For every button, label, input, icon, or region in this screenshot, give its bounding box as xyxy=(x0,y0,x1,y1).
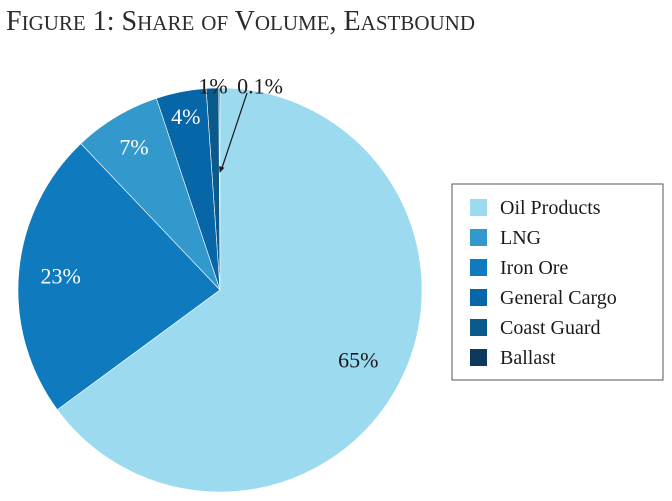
legend-swatch-iron-ore xyxy=(470,259,487,276)
slice-label-iron-ore: 23% xyxy=(40,263,80,288)
slice-labels: 65% 7% 23% 4% 1% 0.1% xyxy=(40,74,378,373)
legend-swatch-general-cargo xyxy=(470,289,487,306)
pie-slice-oil-products xyxy=(56,87,423,493)
legend-label-ballast: Ballast xyxy=(500,347,556,369)
legend-label-lng: LNG xyxy=(500,227,541,249)
legend-label-coast-guard: Coast Guard xyxy=(500,317,601,339)
leader-line-ballast xyxy=(221,92,248,170)
chart-title: FIGURE 1: SHARE OF VOLUME, EASTBOUND xyxy=(6,6,475,37)
pie-group xyxy=(17,87,423,493)
legend: Oil Products LNG Iron Ore General Cargo Coas… xyxy=(451,183,664,381)
slice-label-coast-guard: 1% xyxy=(198,74,227,99)
slice-label-ballast: 0.1% xyxy=(237,74,283,99)
leader-arrowhead-ballast xyxy=(219,166,225,174)
legend-swatch-coast-guard xyxy=(470,319,487,336)
legend-box xyxy=(451,183,664,381)
legend-swatch-oil-products xyxy=(470,199,487,216)
slice-label-lng: 7% xyxy=(119,134,148,159)
pie-slice-iron-ore xyxy=(17,143,221,411)
legend-label-iron-ore: Iron Ore xyxy=(500,257,568,279)
slice-label-general-cargo: 4% xyxy=(171,104,200,129)
slice-label-oil-products: 65% xyxy=(338,347,378,372)
legend-label-general-cargo: General Cargo xyxy=(500,287,617,309)
legend-swatch-lng xyxy=(470,229,487,246)
legend-label-oil-products: Oil Products xyxy=(500,197,601,219)
legend-swatch-ballast xyxy=(470,349,487,366)
